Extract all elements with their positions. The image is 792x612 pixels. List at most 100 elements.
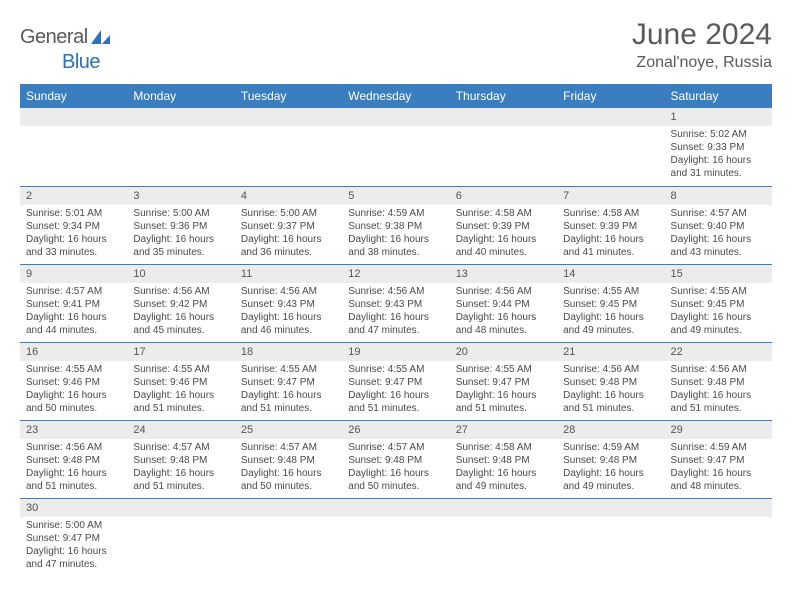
calendar-page: GeneralBlue June 2024 Zonal'noye, Russia… <box>0 0 792 576</box>
sunrise-line: Sunrise: 4:58 AM <box>563 207 658 220</box>
calendar-day-cell: 1Sunrise: 5:02 AMSunset: 9:33 PMDaylight… <box>665 108 772 186</box>
calendar-day-cell: 11Sunrise: 4:56 AMSunset: 9:43 PMDayligh… <box>235 264 342 342</box>
sunset-line: Sunset: 9:48 PM <box>26 454 121 467</box>
calendar-day-cell: 4Sunrise: 5:00 AMSunset: 9:37 PMDaylight… <box>235 186 342 264</box>
day-number <box>342 108 449 126</box>
daylight-line: Daylight: 16 hours and 35 minutes. <box>133 233 228 259</box>
calendar-day-cell: 16Sunrise: 4:55 AMSunset: 9:46 PMDayligh… <box>20 342 127 420</box>
calendar-day-cell: 17Sunrise: 4:55 AMSunset: 9:46 PMDayligh… <box>127 342 234 420</box>
calendar-empty-cell <box>342 498 449 576</box>
sunrise-line: Sunrise: 4:55 AM <box>133 363 228 376</box>
daylight-line: Daylight: 16 hours and 51 minutes. <box>133 467 228 493</box>
sunrise-line: Sunrise: 4:56 AM <box>563 363 658 376</box>
day-number: 6 <box>450 187 557 205</box>
calendar-day-cell: 2Sunrise: 5:01 AMSunset: 9:34 PMDaylight… <box>20 186 127 264</box>
daylight-line: Daylight: 16 hours and 47 minutes. <box>26 545 121 571</box>
sunrise-line: Sunrise: 5:00 AM <box>133 207 228 220</box>
daylight-line: Daylight: 16 hours and 47 minutes. <box>348 311 443 337</box>
day-number: 28 <box>557 421 664 439</box>
sunrise-line: Sunrise: 4:56 AM <box>241 285 336 298</box>
daylight-line: Daylight: 16 hours and 51 minutes. <box>133 389 228 415</box>
calendar-week-row: 9Sunrise: 4:57 AMSunset: 9:41 PMDaylight… <box>20 264 772 342</box>
daylight-line: Daylight: 16 hours and 41 minutes. <box>563 233 658 259</box>
daylight-line: Daylight: 16 hours and 51 minutes. <box>671 389 766 415</box>
calendar-day-cell: 30Sunrise: 5:00 AMSunset: 9:47 PMDayligh… <box>20 498 127 576</box>
daylight-line: Daylight: 16 hours and 50 minutes. <box>348 467 443 493</box>
daylight-line: Daylight: 16 hours and 43 minutes. <box>671 233 766 259</box>
day-number: 8 <box>665 187 772 205</box>
day-number <box>557 108 664 126</box>
sunset-line: Sunset: 9:39 PM <box>456 220 551 233</box>
calendar-day-cell: 27Sunrise: 4:58 AMSunset: 9:48 PMDayligh… <box>450 420 557 498</box>
sunrise-line: Sunrise: 4:55 AM <box>26 363 121 376</box>
calendar-day-cell: 12Sunrise: 4:56 AMSunset: 9:43 PMDayligh… <box>342 264 449 342</box>
daylight-line: Daylight: 16 hours and 49 minutes. <box>563 311 658 337</box>
day-number: 19 <box>342 343 449 361</box>
day-number: 10 <box>127 265 234 283</box>
daylight-line: Daylight: 16 hours and 49 minutes. <box>671 311 766 337</box>
sunset-line: Sunset: 9:47 PM <box>241 376 336 389</box>
sunset-line: Sunset: 9:45 PM <box>671 298 766 311</box>
title-block: June 2024 Zonal'noye, Russia <box>632 18 772 72</box>
day-number: 13 <box>450 265 557 283</box>
sunset-line: Sunset: 9:43 PM <box>241 298 336 311</box>
sail-icon <box>90 28 112 51</box>
sunrise-line: Sunrise: 4:59 AM <box>348 207 443 220</box>
sunset-line: Sunset: 9:40 PM <box>671 220 766 233</box>
weekday-header: Saturday <box>665 84 772 108</box>
sunset-line: Sunset: 9:48 PM <box>671 376 766 389</box>
day-number <box>665 499 772 517</box>
calendar-day-cell: 22Sunrise: 4:56 AMSunset: 9:48 PMDayligh… <box>665 342 772 420</box>
calendar-day-cell: 21Sunrise: 4:56 AMSunset: 9:48 PMDayligh… <box>557 342 664 420</box>
calendar-day-cell: 3Sunrise: 5:00 AMSunset: 9:36 PMDaylight… <box>127 186 234 264</box>
day-number: 2 <box>20 187 127 205</box>
calendar-day-cell: 7Sunrise: 4:58 AMSunset: 9:39 PMDaylight… <box>557 186 664 264</box>
logo-word-2: Blue <box>62 51 100 73</box>
sunrise-line: Sunrise: 4:56 AM <box>671 363 766 376</box>
sunset-line: Sunset: 9:48 PM <box>456 454 551 467</box>
day-number: 18 <box>235 343 342 361</box>
day-number: 1 <box>665 108 772 126</box>
calendar-day-cell: 13Sunrise: 4:56 AMSunset: 9:44 PMDayligh… <box>450 264 557 342</box>
sunset-line: Sunset: 9:46 PM <box>133 376 228 389</box>
calendar-day-cell: 6Sunrise: 4:58 AMSunset: 9:39 PMDaylight… <box>450 186 557 264</box>
calendar-day-cell: 5Sunrise: 4:59 AMSunset: 9:38 PMDaylight… <box>342 186 449 264</box>
calendar-day-cell: 18Sunrise: 4:55 AMSunset: 9:47 PMDayligh… <box>235 342 342 420</box>
day-number: 27 <box>450 421 557 439</box>
sunrise-line: Sunrise: 4:57 AM <box>133 441 228 454</box>
sunrise-line: Sunrise: 4:58 AM <box>456 207 551 220</box>
weekday-header: Tuesday <box>235 84 342 108</box>
calendar-week-row: 16Sunrise: 4:55 AMSunset: 9:46 PMDayligh… <box>20 342 772 420</box>
day-number: 29 <box>665 421 772 439</box>
sunset-line: Sunset: 9:39 PM <box>563 220 658 233</box>
calendar-week-row: 23Sunrise: 4:56 AMSunset: 9:48 PMDayligh… <box>20 420 772 498</box>
daylight-line: Daylight: 16 hours and 51 minutes. <box>241 389 336 415</box>
calendar-day-cell: 15Sunrise: 4:55 AMSunset: 9:45 PMDayligh… <box>665 264 772 342</box>
sunset-line: Sunset: 9:47 PM <box>348 376 443 389</box>
calendar-empty-cell <box>20 108 127 186</box>
sunset-line: Sunset: 9:48 PM <box>563 454 658 467</box>
sunset-line: Sunset: 9:48 PM <box>563 376 658 389</box>
sunrise-line: Sunrise: 4:59 AM <box>671 441 766 454</box>
calendar-week-row: 1Sunrise: 5:02 AMSunset: 9:33 PMDaylight… <box>20 108 772 186</box>
calendar-header-row: SundayMondayTuesdayWednesdayThursdayFrid… <box>20 84 772 108</box>
day-number <box>20 108 127 126</box>
daylight-line: Daylight: 16 hours and 46 minutes. <box>241 311 336 337</box>
calendar-day-cell: 26Sunrise: 4:57 AMSunset: 9:48 PMDayligh… <box>342 420 449 498</box>
header: GeneralBlue June 2024 Zonal'noye, Russia <box>20 18 772 74</box>
day-number: 23 <box>20 421 127 439</box>
calendar-day-cell: 25Sunrise: 4:57 AMSunset: 9:48 PMDayligh… <box>235 420 342 498</box>
sunrise-line: Sunrise: 4:57 AM <box>26 285 121 298</box>
calendar-empty-cell <box>235 108 342 186</box>
daylight-line: Daylight: 16 hours and 51 minutes. <box>26 467 121 493</box>
calendar-empty-cell <box>235 498 342 576</box>
sunset-line: Sunset: 9:43 PM <box>348 298 443 311</box>
sunrise-line: Sunrise: 4:56 AM <box>133 285 228 298</box>
sunset-line: Sunset: 9:46 PM <box>26 376 121 389</box>
daylight-line: Daylight: 16 hours and 50 minutes. <box>26 389 121 415</box>
sunset-line: Sunset: 9:42 PM <box>133 298 228 311</box>
sunrise-line: Sunrise: 4:55 AM <box>671 285 766 298</box>
calendar-day-cell: 24Sunrise: 4:57 AMSunset: 9:48 PMDayligh… <box>127 420 234 498</box>
sunset-line: Sunset: 9:48 PM <box>241 454 336 467</box>
day-number: 21 <box>557 343 664 361</box>
